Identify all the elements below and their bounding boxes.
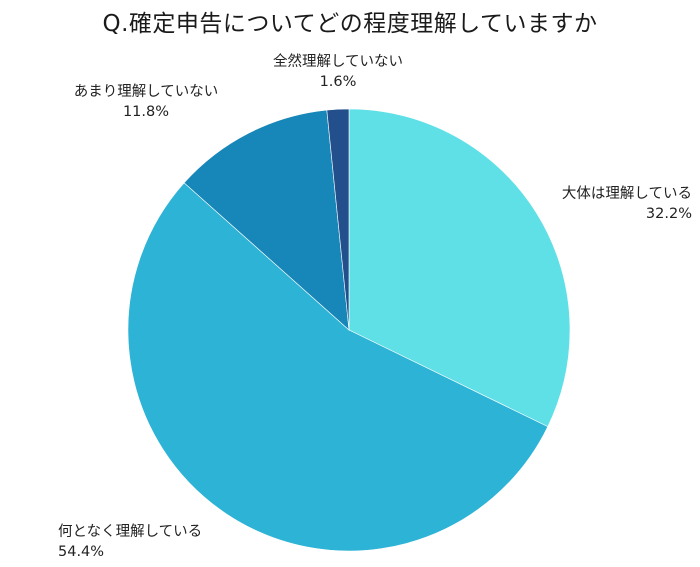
slice-label-value: 11.8%: [122, 104, 170, 120]
slice-understand-mostly: [348, 108, 571, 428]
slice-label-name: 何となく理解している: [58, 524, 203, 540]
slice-label-value: 54.4%: [58, 544, 105, 560]
slice-label-not-understand-at-all: 全然理解していない 1.6%: [248, 52, 428, 92]
slice-label-understand-mostly: 大体は理解している 32.2%: [562, 184, 692, 224]
slice-label-value: 32.2%: [645, 206, 692, 222]
slice-understand-somewhat: [127, 182, 549, 552]
slice-label-not-understand-much: あまり理解していない 11.8%: [56, 82, 236, 122]
slice-label-name: 全然理解していない: [272, 54, 404, 70]
slice-not-understand-at-all: [326, 108, 350, 331]
chart-title: Q.確定申告についてどの程度理解していますか: [102, 11, 598, 37]
slice-label-understand-somewhat: 何となく理解している 54.4%: [58, 522, 202, 562]
slice-label-value: 1.6%: [319, 74, 357, 90]
slice-label-name: あまり理解していない: [73, 84, 219, 100]
slice-label-name: 大体は理解している: [561, 186, 692, 202]
slice-not-understand-much: [183, 109, 350, 331]
